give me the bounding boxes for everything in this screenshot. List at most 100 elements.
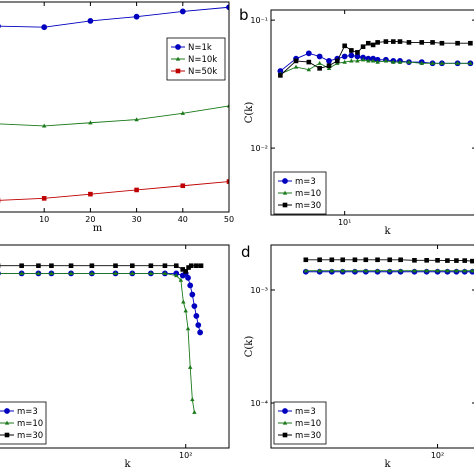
legend-marker [4, 420, 10, 425]
data-point [397, 59, 403, 64]
data-point [191, 303, 198, 310]
data-point [370, 58, 376, 63]
axes-frame [0, 244, 230, 449]
legend-label: m=3 [295, 407, 316, 417]
data-point [305, 50, 312, 57]
data-point [439, 60, 445, 65]
x-tick-label: 40 [178, 215, 188, 224]
data-point [179, 8, 186, 15]
legend-marker [282, 202, 288, 208]
legend-marker [282, 190, 288, 195]
data-point [68, 271, 74, 276]
series-group [302, 257, 474, 275]
data-point [180, 110, 185, 115]
data-point [375, 268, 380, 273]
data-point [162, 263, 168, 269]
data-point [183, 269, 189, 274]
series-line-N=10k [0, 105, 229, 127]
legend-marker [4, 408, 10, 414]
data-point [366, 58, 371, 63]
data-point [180, 267, 186, 272]
data-point [355, 50, 360, 55]
data-point [88, 120, 93, 125]
data-point [49, 263, 54, 269]
data-point [317, 66, 322, 71]
data-point [130, 271, 135, 276]
data-point [360, 44, 366, 49]
data-point [340, 268, 345, 273]
data-point [278, 73, 283, 78]
legend-label: m=30 [17, 431, 43, 441]
data-point [226, 4, 229, 11]
data-point [326, 63, 332, 69]
x-tick-label: 10¹ [338, 218, 351, 227]
legend-label: m=30 [295, 431, 321, 441]
legend-label: N=50k [188, 67, 217, 77]
legend-label: m=10 [295, 419, 321, 429]
data-point [317, 257, 322, 263]
data-point [162, 271, 168, 276]
legend-marker [282, 432, 288, 438]
data-point [454, 268, 459, 273]
data-point [341, 53, 348, 60]
data-point [398, 257, 403, 263]
data-point [293, 58, 299, 64]
legend: m=3 m=10 m=30 [273, 171, 327, 215]
legend-marker [175, 56, 181, 61]
data-point [468, 40, 473, 46]
data-point [455, 40, 460, 46]
data-point [370, 42, 376, 48]
data-point [375, 40, 380, 45]
panel-b: 10¹ 10⁻² 10⁻¹ k C(k) m=3 m=10 m=30 [244, 9, 474, 237]
data-point [462, 268, 467, 273]
data-point [198, 263, 204, 269]
data-point [195, 322, 202, 328]
legend-label: m=10 [17, 419, 43, 429]
data-point [293, 64, 299, 69]
legend-label: m=3 [295, 177, 316, 187]
data-point [383, 39, 389, 44]
y-tick-label: 10⁻¹ [250, 16, 268, 25]
data-point [187, 282, 194, 289]
legend-marker [4, 432, 10, 438]
data-point [348, 52, 355, 59]
data-point [468, 60, 473, 65]
data-point [470, 258, 474, 264]
axes-frame [0, 1, 230, 213]
legend: N=1k N=10k N=50k [166, 37, 226, 81]
data-point [36, 271, 41, 276]
data-point [41, 196, 47, 201]
axes-frame [270, 9, 474, 216]
legend-label: m=3 [17, 407, 38, 417]
data-point [88, 191, 93, 197]
axes-frame [270, 244, 474, 449]
data-point [435, 258, 440, 263]
data-point [430, 60, 435, 65]
data-point [430, 40, 435, 45]
panel-d: 10² 10⁻⁴ 10⁻³ k C(k) m=3 m=10 m=30 [244, 244, 474, 470]
data-point [383, 58, 389, 63]
data-point [178, 277, 184, 282]
panel-letter-b: b [239, 6, 249, 24]
data-point [89, 263, 95, 269]
data-point [352, 257, 358, 263]
data-point [439, 40, 445, 46]
series-group [0, 263, 204, 414]
legend-marker [282, 420, 288, 425]
panel-letter-d: d [241, 243, 251, 261]
data-point [391, 59, 396, 64]
legend-marker [175, 44, 181, 50]
x-tick-label: 10² [179, 451, 192, 460]
data-point [342, 43, 347, 49]
data-point [365, 40, 371, 46]
legend-label: N=10k [188, 55, 217, 65]
data-point [19, 271, 24, 276]
data-point [406, 59, 412, 64]
data-point [41, 24, 48, 31]
data-point [363, 268, 369, 273]
data-point [387, 268, 392, 273]
data-point [419, 60, 424, 65]
data-point [424, 258, 429, 263]
data-point [419, 40, 425, 45]
data-point [316, 53, 323, 60]
